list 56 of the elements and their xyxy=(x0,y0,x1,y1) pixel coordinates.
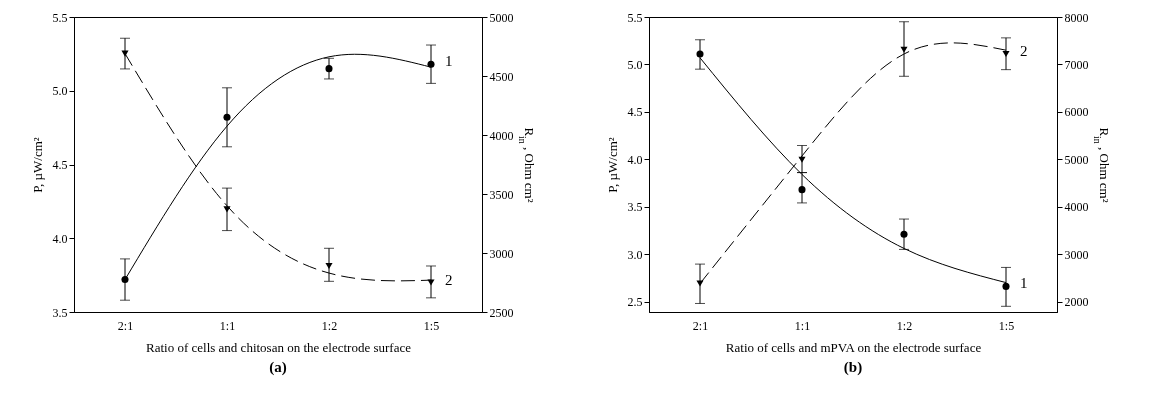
point xyxy=(223,206,231,213)
point xyxy=(427,279,435,286)
y2-tick-label: 7000 xyxy=(1064,57,1089,72)
x-tick-label: 2:1 xyxy=(117,318,134,333)
point xyxy=(427,60,435,68)
y-tick-label: 4.0 xyxy=(52,231,68,246)
x-axis-title: Ratio of cells and mPVA on the electrode surface xyxy=(725,339,982,355)
y-tick-label: 3.5 xyxy=(52,305,68,320)
x-tick-label: 1:1 xyxy=(219,318,236,333)
x-tick-label: 1:2 xyxy=(321,318,338,333)
y2-tick-label: 5000 xyxy=(489,10,514,25)
point xyxy=(325,262,333,270)
y2-tick-label: 5000 xyxy=(1064,152,1089,167)
y-tick-label: 2.5 xyxy=(627,295,643,310)
text: (b) xyxy=(843,359,863,376)
series-label: 1 xyxy=(1020,275,1028,292)
point xyxy=(696,280,704,287)
series-label: 2 xyxy=(445,271,453,288)
text: (a) xyxy=(269,359,287,376)
y2-tick-label: 2000 xyxy=(1064,295,1089,310)
series-label: 1 xyxy=(445,53,453,70)
y2-tick-label: 4500 xyxy=(489,69,514,84)
y-tick-label: 5.5 xyxy=(627,10,643,25)
y2-tick-label: 3000 xyxy=(489,246,514,261)
y2-tick-label: 4000 xyxy=(489,128,514,143)
series-label: 2 xyxy=(1020,42,1028,59)
y2-tick-label: 8000 xyxy=(1064,10,1089,25)
y2-tick-label: 3000 xyxy=(1064,247,1089,262)
y-tick-label: 3.5 xyxy=(627,200,643,215)
y-tick-label: 3.0 xyxy=(627,247,643,262)
y-tick-label: 5.5 xyxy=(52,10,68,25)
point xyxy=(223,113,231,121)
point xyxy=(1002,50,1010,58)
x-tick-label: 1:1 xyxy=(794,318,811,333)
x-tick-label: 1:5 xyxy=(998,318,1015,333)
x-axis-title: Ratio of cells and chitosan on the electrode surface xyxy=(146,339,412,355)
x-tick-label: 1:5 xyxy=(423,318,440,333)
point xyxy=(325,65,333,73)
y-axis-title: P, µW/cm² xyxy=(29,137,45,193)
y2-tick-label: 4000 xyxy=(1064,200,1089,215)
y2-tick-label: 3500 xyxy=(489,187,514,202)
y-tick-label: 5.0 xyxy=(627,57,643,72)
x-tick-label: 1:2 xyxy=(896,318,913,333)
point xyxy=(696,50,704,58)
x-tick-label: 2:1 xyxy=(692,318,709,333)
y-tick-label: 4.5 xyxy=(627,105,643,120)
y-tick-label: 4.0 xyxy=(627,152,643,167)
point xyxy=(900,230,908,238)
point xyxy=(798,186,806,194)
y-tick-label: 4.5 xyxy=(52,158,68,172)
point xyxy=(121,276,129,284)
y2-tick-label: 2500 xyxy=(489,305,514,320)
point xyxy=(1002,282,1010,290)
y-axis-title: P, µW/cm² xyxy=(604,137,620,193)
y-tick-label: 5.0 xyxy=(52,84,68,99)
y2-tick-label: 6000 xyxy=(1064,105,1089,120)
